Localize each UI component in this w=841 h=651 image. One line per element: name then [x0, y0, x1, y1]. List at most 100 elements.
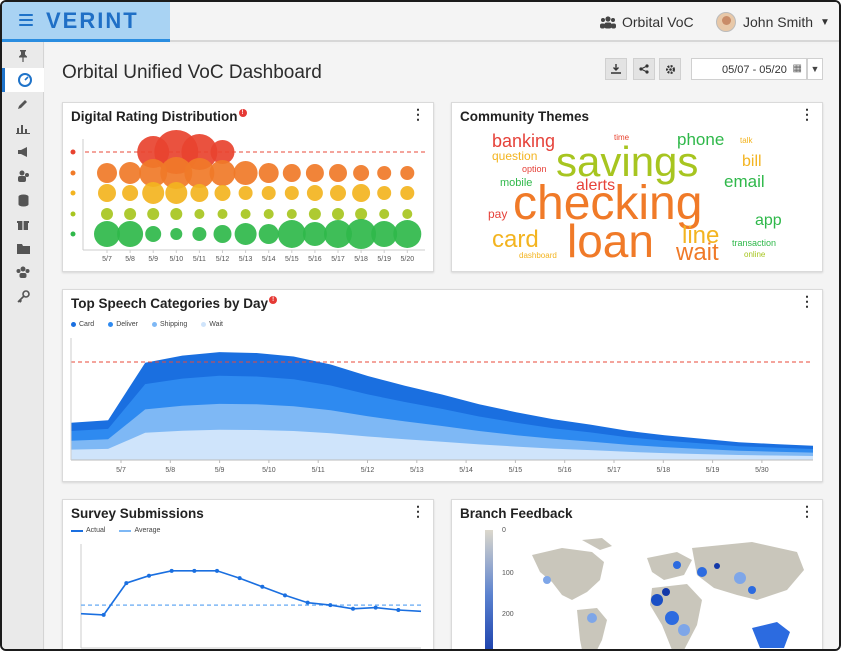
bubble: [305, 164, 324, 182]
analytics-icon[interactable]: [2, 116, 44, 140]
x-tick-label: 5/7: [116, 467, 126, 474]
word: line: [682, 222, 719, 249]
x-tick-label: 5/11: [193, 256, 206, 263]
word: dashboard: [519, 251, 557, 260]
bubble: [101, 208, 113, 220]
bubble: [258, 163, 279, 183]
date-range-value: 05/07 - 05/20: [722, 64, 787, 76]
share-button[interactable]: [633, 58, 655, 80]
legend-deliver[interactable]: Deliver: [108, 321, 138, 328]
download-icon: [611, 64, 621, 74]
legend-wait[interactable]: Wait: [201, 321, 223, 328]
verint-logo: VERINT: [46, 8, 139, 33]
bubble: [355, 208, 368, 220]
x-tick-label: 5/19: [706, 467, 720, 474]
data-point: [328, 603, 333, 608]
card-title: Digital Rating Distribution!: [71, 109, 247, 124]
edit-icon[interactable]: [2, 92, 44, 116]
legend-actual[interactable]: Actual: [71, 527, 105, 534]
data-point: [260, 584, 265, 589]
settings-button[interactable]: [659, 58, 681, 80]
key-icon[interactable]: [2, 284, 44, 308]
highlighted-region: [714, 563, 720, 569]
database-icon[interactable]: [2, 188, 44, 212]
word: pay: [488, 207, 507, 221]
bubble: [346, 219, 377, 249]
user-menu[interactable]: John Smith ▼: [716, 12, 830, 32]
card-menu-icon[interactable]: ⋮: [411, 106, 425, 122]
date-dropdown-button[interactable]: ▼: [807, 58, 823, 80]
highlighted-region: [697, 567, 707, 577]
card-menu-icon[interactable]: ⋮: [411, 503, 425, 519]
org-selector[interactable]: Orbital VoC: [600, 14, 694, 30]
card-menu-icon[interactable]: ⋮: [800, 106, 814, 122]
users-icon[interactable]: [2, 164, 44, 188]
legend-average[interactable]: Average: [119, 527, 160, 534]
info-badge-icon: !: [238, 109, 247, 117]
bubble: [308, 208, 321, 220]
bubble: [240, 209, 251, 219]
x-tick-label: 5/18: [656, 467, 670, 474]
europe: [647, 552, 692, 580]
bubble-chart: 5/7 5/8 5/9 5/10 5/11 5/12 5/13 5/14 5/15 5/16 5/1…: [70, 130, 425, 263]
card-menu-icon[interactable]: ⋮: [800, 503, 814, 519]
data-point: [192, 568, 197, 573]
pin-icon[interactable]: [2, 44, 44, 68]
gift-icon[interactable]: [2, 212, 44, 236]
data-point: [396, 608, 401, 613]
download-button[interactable]: [605, 58, 627, 80]
data-point: [351, 606, 355, 611]
south-america: [577, 608, 607, 649]
bubble: [160, 157, 193, 189]
card-title: Branch Feedback: [460, 506, 573, 521]
bubble: [330, 185, 346, 201]
highlighted-region: [651, 594, 663, 606]
row-marker: [70, 149, 76, 155]
legend-shipping[interactable]: Shipping: [151, 321, 187, 328]
bubble: [210, 140, 235, 164]
branch-feedback-card: Branch Feedback ⋮ 0 100 200: [451, 499, 824, 651]
group-icon[interactable]: [2, 260, 44, 284]
word: question: [492, 149, 537, 163]
world-map[interactable]: 0 100 200: [452, 500, 824, 651]
top-bar: VERINT Orbital VoC John Smith ▼: [2, 2, 839, 42]
dashboard-icon[interactable]: [2, 68, 44, 92]
legend-card[interactable]: Card: [71, 321, 94, 328]
greenland: [582, 538, 612, 550]
highlighted-region: [734, 572, 746, 584]
asia: [692, 542, 804, 600]
bubble: [258, 224, 279, 244]
word: savings: [556, 138, 698, 185]
word: bill: [742, 153, 762, 170]
data-point: [169, 568, 174, 573]
bubble: [94, 221, 120, 247]
folder-icon[interactable]: [2, 236, 44, 260]
scale-label: 100: [502, 570, 514, 577]
card-menu-icon[interactable]: ⋮: [800, 293, 814, 309]
bubble: [234, 223, 257, 245]
row-marker: [70, 170, 76, 176]
bubble: [233, 161, 258, 185]
x-tick-label: 5/13: [410, 467, 424, 474]
chart-legend: Actual Average: [71, 527, 160, 534]
card-title: Top Speech Categories by Day!: [71, 296, 278, 311]
scale-label: 200: [502, 611, 514, 618]
bubble: [117, 221, 144, 247]
bubble: [353, 165, 370, 181]
megaphone-icon[interactable]: [2, 140, 44, 164]
date-range-picker[interactable]: 05/07 - 05/20 ▦: [691, 58, 807, 80]
bubble: [263, 209, 274, 219]
scale-label: 0: [502, 527, 506, 534]
brand-area: VERINT: [2, 2, 170, 42]
bubble: [165, 182, 188, 204]
word: email: [724, 172, 765, 191]
highlighted-region: [673, 561, 681, 569]
gear-icon: [665, 64, 675, 74]
hamburger-menu-icon[interactable]: [19, 14, 33, 26]
x-tick-label: 5/16: [558, 467, 572, 474]
page-title: Orbital Unified VoC Dashboard: [62, 62, 322, 83]
row-marker: [70, 190, 76, 196]
bubble: [214, 185, 231, 201]
x-tick-label: 5/13: [239, 256, 253, 263]
